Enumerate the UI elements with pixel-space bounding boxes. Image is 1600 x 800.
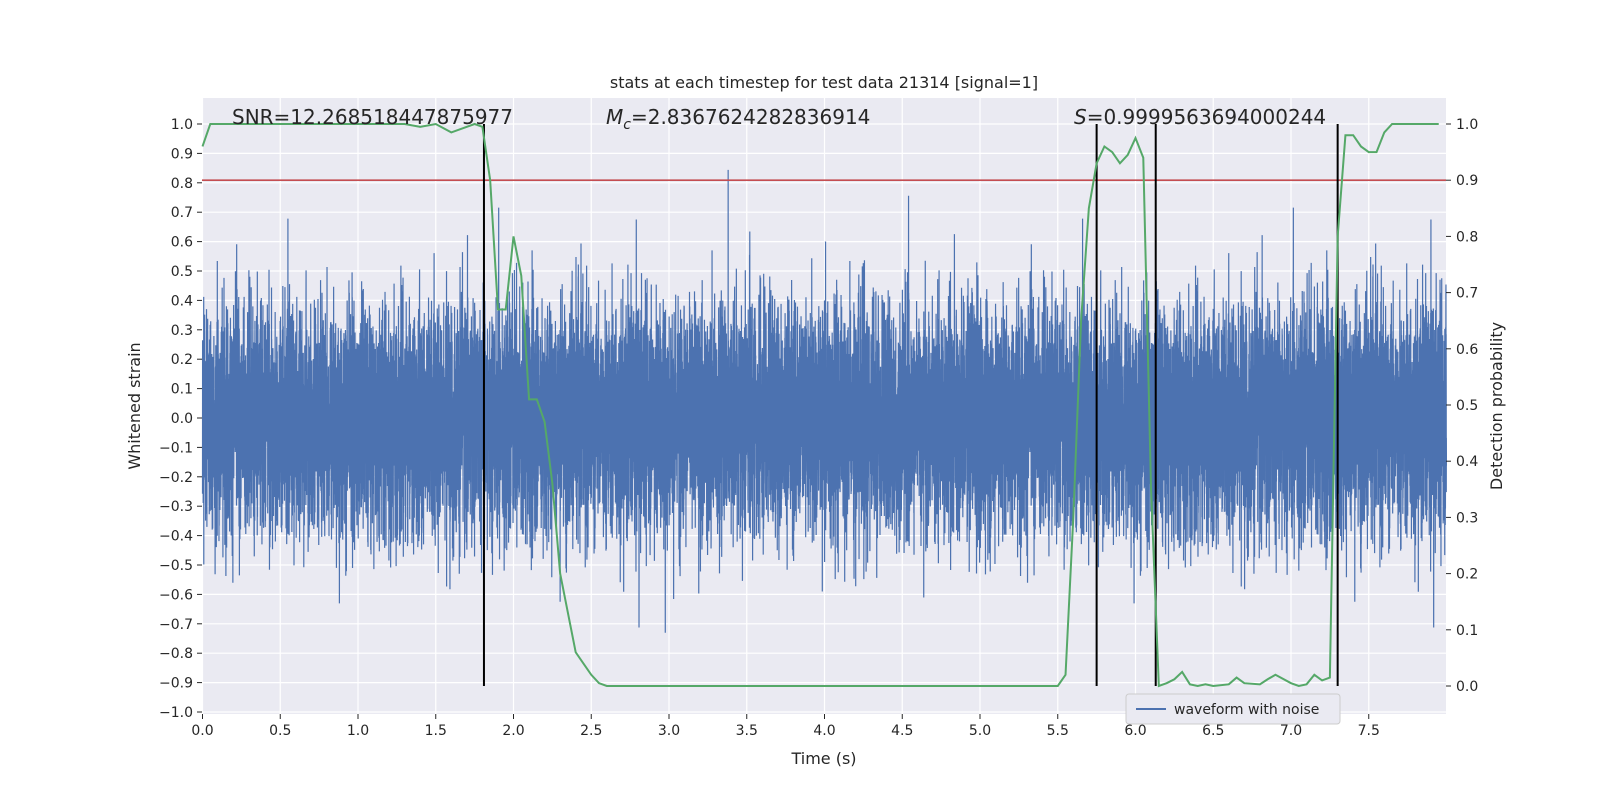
y-tick-label-20: 1.0 <box>171 117 193 133</box>
y2-tick-label-2: 0.2 <box>1456 567 1478 583</box>
y-tick-label-14: 0.4 <box>171 293 193 309</box>
x-tick-label-5: 2.5 <box>580 723 602 739</box>
x-tick-label-1: 0.5 <box>269 723 291 739</box>
y2-tick-label-7: 0.7 <box>1456 286 1478 302</box>
y2-tick-label-9: 0.9 <box>1456 173 1478 189</box>
y-axis-label: Whitened strain <box>125 342 144 469</box>
y-tick-label-12: 0.2 <box>171 352 193 368</box>
chirp-mass-value: =2.8367624282836914 <box>631 105 870 129</box>
y-tick-label-2: −0.8 <box>159 646 193 662</box>
s-annotation: S=0.9999563694000244 <box>1074 105 1326 129</box>
y2-tick-label-8: 0.8 <box>1456 229 1478 245</box>
chart-title: stats at each timestep for test data 213… <box>610 73 1038 92</box>
chirp-mass-annotation: Mc=2.8367624282836914 <box>606 105 870 133</box>
detection-probability-series <box>201 122 1439 688</box>
y2-axis-label: Detection probability <box>1487 322 1506 490</box>
s-symbol: S <box>1074 105 1087 129</box>
x-tick-label-2: 1.0 <box>347 723 369 739</box>
y2-tick-label-6: 0.6 <box>1456 342 1478 358</box>
y-tick-label-8: −0.2 <box>159 470 193 486</box>
x-axis-label: Time (s) <box>790 749 856 768</box>
y2-tick-label-0: 0.0 <box>1456 679 1478 695</box>
y-tick-label-11: 0.1 <box>171 382 193 398</box>
x-tick-label-11: 5.5 <box>1047 723 1069 739</box>
x-tick-label-13: 6.5 <box>1202 723 1224 739</box>
y-axis-ticks: −1.0 −0.9 −0.8 −0.7 −0.6 −0.5 −0.4 −0.3 −0.2 −0.1… <box>159 117 202 721</box>
y-tick-label-18: 0.8 <box>171 176 193 192</box>
y-tick-label-16: 0.6 <box>171 235 193 251</box>
y2-tick-label-10: 1.0 <box>1456 117 1478 133</box>
detection-probability-line <box>201 122 1439 688</box>
legend-entry-waveform: waveform with noise <box>1174 702 1319 718</box>
y-tick-label-7: −0.3 <box>159 499 193 515</box>
y2-tick-label-3: 0.3 <box>1456 510 1478 526</box>
y-tick-label-6: −0.4 <box>159 529 193 545</box>
x-tick-label-10: 5.0 <box>969 723 991 739</box>
snr-annotation: SNR=12.268518447875977 <box>232 105 513 129</box>
x-tick-label-4: 2.0 <box>502 723 524 739</box>
y2-tick-label-5: 0.5 <box>1456 398 1478 414</box>
x-tick-label-0: 0.0 <box>191 723 213 739</box>
x-tick-label-6: 3.0 <box>658 723 680 739</box>
x-tick-label-9: 4.5 <box>891 723 913 739</box>
y2-axis-ticks: 0.0 0.1 0.2 0.3 0.4 0.5 0.6 0.7 0.8 0.9 1.0 <box>1446 117 1478 695</box>
legend-box <box>1125 693 1341 725</box>
y-tick-label-13: 0.3 <box>171 323 193 339</box>
y-tick-label-19: 0.9 <box>171 146 193 162</box>
x-tick-label-12: 6.0 <box>1124 723 1146 739</box>
y-tick-label-17: 0.7 <box>171 205 193 221</box>
chirp-mass-symbol: M <box>606 105 623 129</box>
y-tick-label-0: −1.0 <box>159 705 193 721</box>
y-tick-label-5: −0.5 <box>159 558 193 574</box>
y2-tick-label-4: 0.4 <box>1456 454 1478 470</box>
y-tick-label-3: −0.7 <box>159 617 193 633</box>
y-tick-label-9: −0.1 <box>159 440 193 456</box>
y-tick-label-15: 0.5 <box>171 264 193 280</box>
s-value: =0.9999563694000244 <box>1087 105 1326 129</box>
x-tick-label-7: 3.5 <box>736 723 758 739</box>
x-tick-label-3: 1.5 <box>425 723 447 739</box>
waveform-line <box>201 169 1448 633</box>
y-tick-label-1: −0.9 <box>159 676 193 692</box>
x-tick-label-15: 7.5 <box>1358 723 1380 739</box>
waveform-series <box>201 169 1448 633</box>
y-tick-label-10: 0.0 <box>171 411 193 427</box>
y-tick-label-4: −0.6 <box>159 587 193 603</box>
x-axis-ticks: 0.0 0.5 1.0 1.5 2.0 2.5 3.0 3.5 4.0 4.5 5.0 5.5 6.0 6… <box>191 714 1380 739</box>
chirp-mass-subscript: c <box>623 117 631 133</box>
x-tick-label-14: 7.0 <box>1280 723 1302 739</box>
y2-tick-label-1: 0.1 <box>1456 623 1478 639</box>
legend: waveform with noise <box>1125 693 1341 725</box>
x-tick-label-8: 4.0 <box>813 723 835 739</box>
